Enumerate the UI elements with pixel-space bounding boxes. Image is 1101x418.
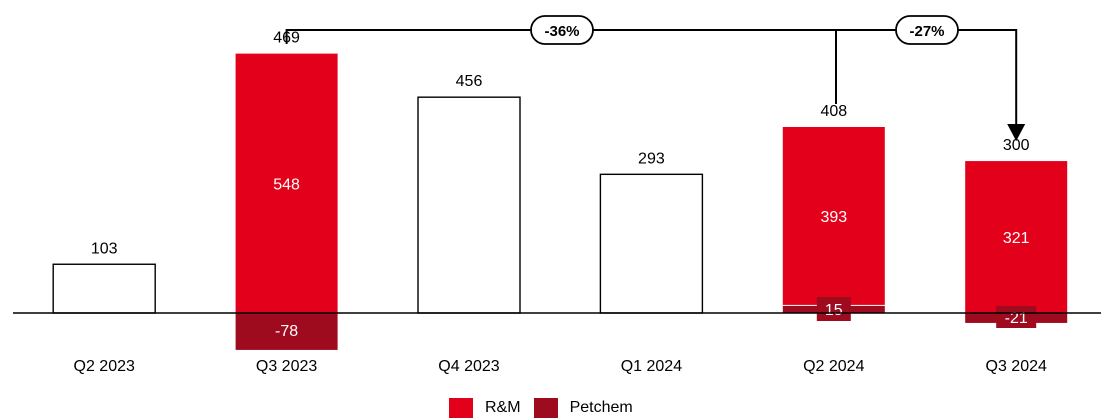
bar-total — [417, 96, 521, 314]
x-tick-label: Q3 2023 — [256, 358, 317, 375]
arrow-head — [1007, 124, 1026, 141]
x-tick-label: Q3 2024 — [986, 358, 1047, 375]
data-label-total: 293 — [638, 150, 665, 167]
data-label-petchem: -21 — [1005, 310, 1028, 327]
bracket-line — [285, 29, 1018, 125]
legend: R&M Petchem — [449, 397, 646, 418]
legend-label-petchem: Petchem — [569, 398, 633, 416]
legend-item-rm: R&M — [449, 397, 521, 418]
legend-label-rm: R&M — [485, 398, 521, 416]
data-label-total: 103 — [91, 240, 118, 257]
legend-item-petchem: Petchem — [533, 397, 633, 418]
data-label-petchem: -78 — [275, 323, 298, 340]
legend-swatch-petchem — [533, 397, 558, 418]
bar-total — [52, 263, 156, 314]
x-tick-label: Q1 2024 — [621, 358, 682, 375]
bar-rm — [782, 126, 885, 305]
data-label-total: 456 — [456, 73, 483, 90]
data-label-rm: 393 — [820, 209, 847, 226]
data-label-bg — [996, 306, 1037, 328]
bar-petchem — [235, 313, 338, 350]
data-label-petchem: 15 — [825, 302, 843, 319]
growth-pill-27 — [895, 15, 959, 45]
bar-rm — [965, 161, 1068, 313]
data-label-total: 300 — [1003, 137, 1030, 154]
data-label-rm: 321 — [1003, 230, 1030, 247]
data-label-total: 408 — [820, 103, 847, 120]
growth-pill-36-label: -36% — [544, 23, 579, 40]
growth-pill-27-label: -27% — [909, 23, 944, 40]
bar-rm — [235, 53, 338, 314]
x-tick-label: Q2 2023 — [74, 358, 135, 375]
bar-total — [599, 173, 704, 314]
legend-swatch-rm — [449, 397, 473, 418]
x-tick-label: Q2 2024 — [803, 358, 864, 375]
growth-pill-36 — [530, 15, 594, 45]
x-tick-label: Q4 2023 — [438, 358, 499, 375]
data-label-bg — [816, 297, 851, 321]
data-label-rm: 548 — [273, 176, 300, 193]
